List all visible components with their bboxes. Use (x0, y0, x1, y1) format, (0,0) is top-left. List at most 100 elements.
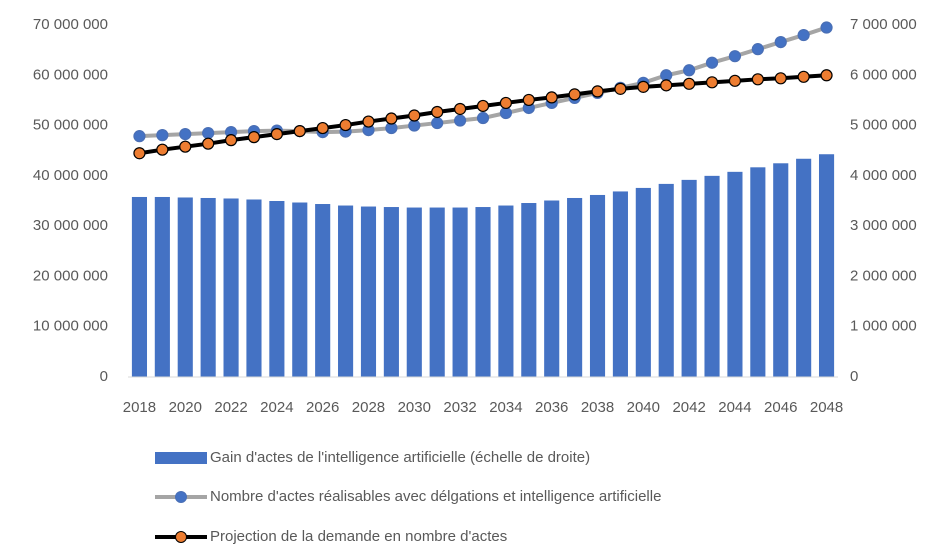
bar (406, 207, 422, 377)
marker (476, 111, 490, 125)
marker (683, 77, 696, 90)
x-tick-label: 2032 (443, 399, 476, 416)
bar (475, 207, 491, 377)
marker (728, 74, 742, 87)
bar (796, 158, 812, 377)
bar (521, 203, 537, 377)
marker (408, 109, 421, 122)
marker (568, 88, 581, 101)
y-tick-label: 30 000 000 (33, 217, 108, 234)
legend-label: Nombre d'actes réalisables avec délgatio… (210, 488, 661, 505)
marker (179, 140, 192, 153)
marker (499, 96, 513, 110)
legend-marker (175, 531, 187, 543)
marker (522, 93, 535, 107)
bar (498, 205, 514, 377)
legend-swatch (155, 452, 207, 464)
y2-tick-label: 1 000 000 (850, 318, 917, 335)
marker (660, 69, 673, 82)
bar (360, 206, 377, 377)
bar (269, 201, 285, 377)
marker (179, 128, 192, 141)
marker (476, 99, 490, 113)
y2-tick-label: 3 000 000 (850, 217, 917, 234)
x-tick-label: 2040 (627, 399, 660, 416)
bar (681, 179, 697, 377)
marker (545, 91, 558, 104)
marker (705, 76, 719, 89)
marker (499, 106, 513, 120)
bar (658, 183, 674, 377)
y2-tick-label: 2 000 000 (850, 267, 917, 284)
x-tick-label: 2018 (123, 399, 156, 416)
marker (591, 85, 604, 98)
bar (200, 197, 216, 377)
y2-tick-label: 5 000 000 (850, 117, 917, 134)
marker (316, 121, 329, 135)
x-tick-label: 2028 (352, 399, 385, 416)
bar (544, 200, 560, 377)
marker (683, 64, 696, 77)
y-tick-label: 50 000 000 (33, 117, 108, 134)
bar (383, 207, 399, 377)
bar (612, 191, 628, 377)
y2-tick-label: 4 000 000 (850, 167, 917, 184)
marker (453, 102, 467, 116)
x-tick-label: 2036 (535, 399, 568, 416)
legend-label: Projection de la demande en nombre d'act… (210, 528, 507, 545)
marker (728, 50, 742, 63)
marker (453, 114, 467, 127)
bar (589, 194, 606, 377)
marker (751, 73, 764, 86)
marker (293, 125, 306, 138)
marker (339, 118, 352, 132)
y-tick-label: 0 (100, 368, 108, 385)
marker (614, 82, 627, 95)
marker (705, 56, 719, 69)
x-tick-label: 2020 (169, 399, 202, 416)
bar (567, 197, 583, 377)
marker (202, 137, 215, 150)
marker (797, 28, 810, 42)
marker (751, 43, 764, 56)
marker (660, 79, 673, 92)
bar (429, 207, 445, 377)
x-tick-label: 2042 (672, 399, 705, 416)
bar (292, 202, 308, 377)
x-tick-label: 2046 (764, 399, 797, 416)
bar (246, 199, 262, 377)
bar (177, 197, 193, 377)
marker (820, 69, 833, 82)
y-tick-label: 70 000 000 (33, 16, 108, 33)
y2-tick-label: 0 (850, 368, 858, 385)
marker (385, 112, 398, 125)
marker (637, 80, 650, 93)
marker (247, 131, 261, 144)
bar (452, 207, 468, 377)
bar (338, 205, 354, 377)
marker (774, 72, 787, 85)
bar (223, 198, 239, 377)
marker (820, 21, 833, 34)
marker (431, 105, 444, 119)
bar (727, 171, 743, 377)
bar (315, 204, 331, 377)
marker (133, 130, 146, 143)
marker (362, 115, 375, 128)
x-tick-label: 2024 (260, 399, 293, 416)
marker (797, 70, 810, 83)
x-tick-label: 2030 (398, 399, 431, 416)
y-tick-label: 60 000 000 (33, 66, 108, 83)
x-tick-label: 2022 (214, 399, 247, 416)
marker (133, 147, 146, 160)
marker (224, 134, 238, 147)
x-tick-label: 2044 (718, 399, 751, 416)
legend-marker (175, 491, 187, 503)
legend-label: Gain d'actes de l'intelligence artificie… (210, 449, 590, 466)
marker (270, 128, 283, 141)
bar (635, 187, 651, 377)
marker (202, 127, 215, 140)
y-tick-label: 40 000 000 (33, 167, 108, 184)
y-tick-label: 10 000 000 (33, 318, 108, 335)
